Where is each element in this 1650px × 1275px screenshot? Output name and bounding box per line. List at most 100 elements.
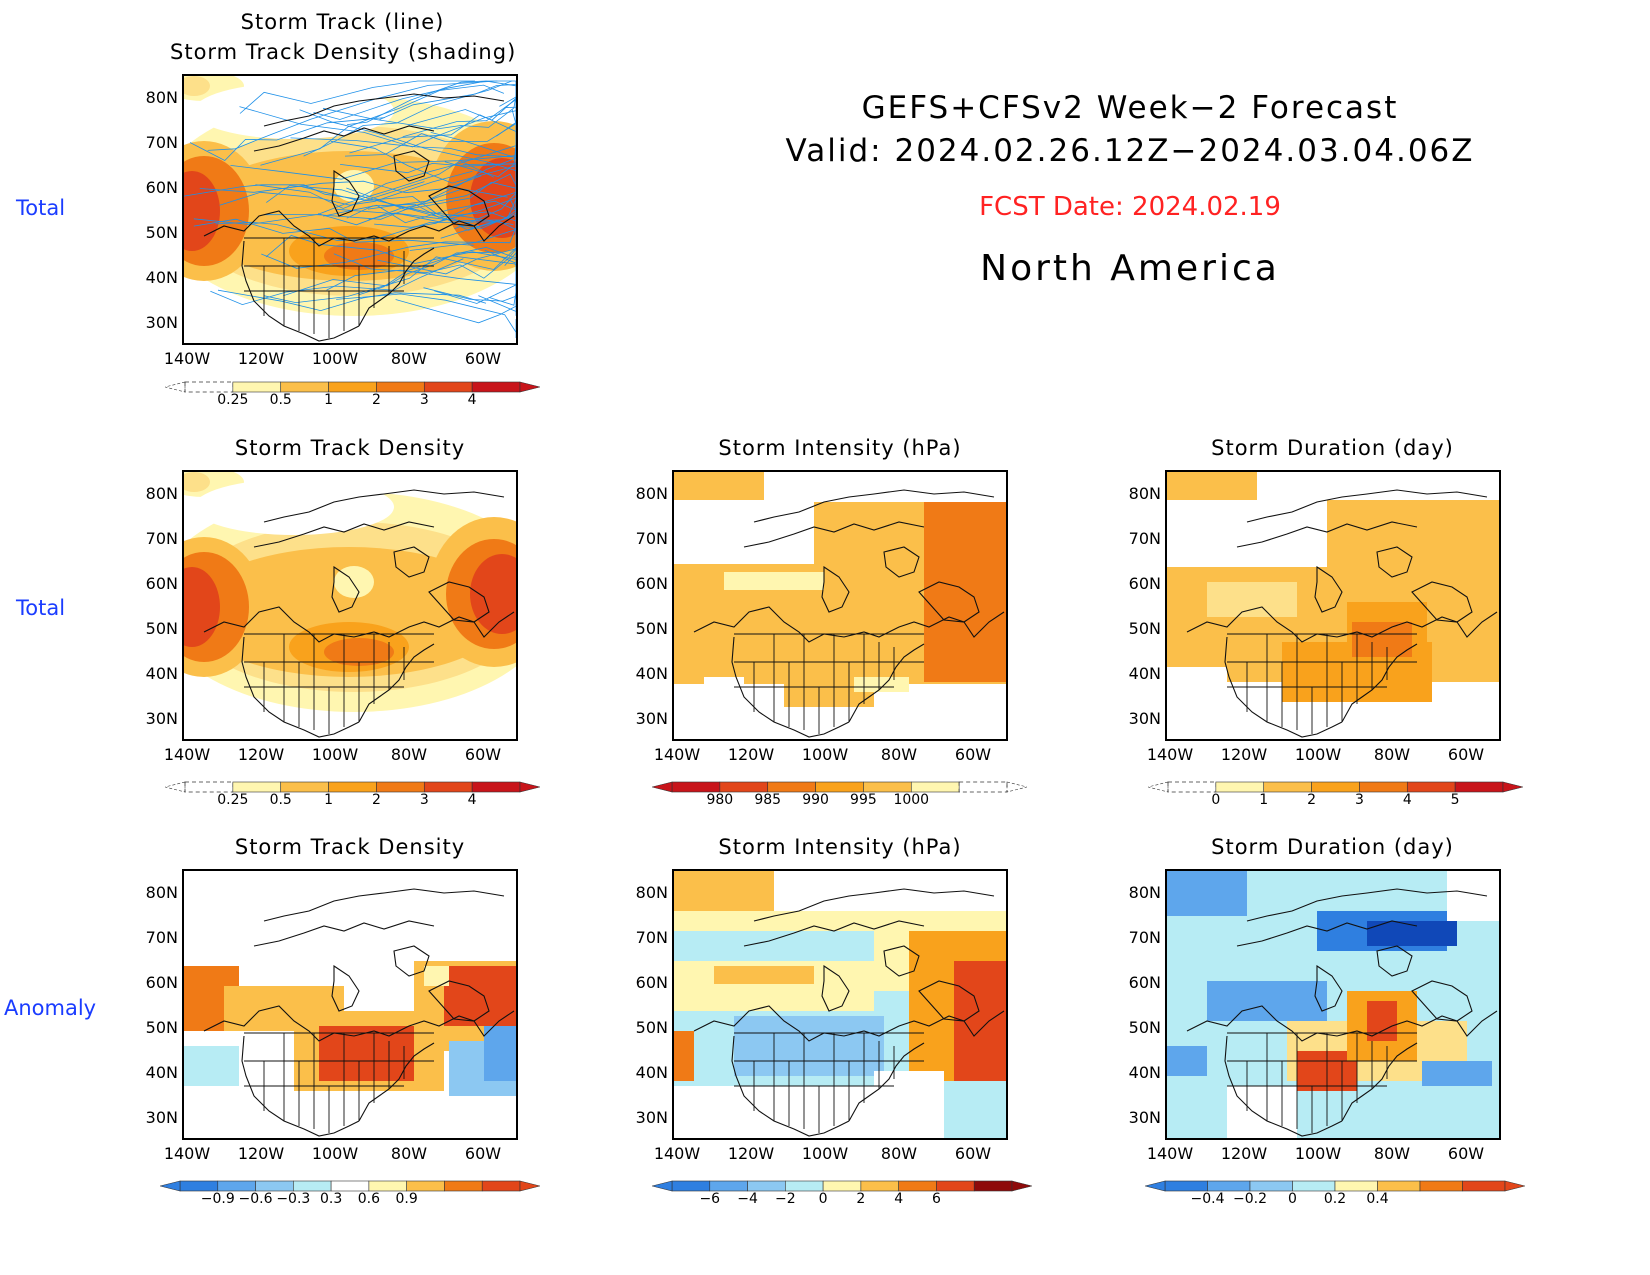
lon-tick-label: 80W [390, 349, 428, 368]
colorbar-density-anomaly: −0.9 −0.6 −0.3 0.3 0.6 0.9 [159, 1177, 541, 1211]
lon-tick-label: 140W [1146, 1144, 1194, 1163]
duration-anom-title: Storm Duration (day) [1211, 835, 1454, 859]
lat-tick-label: 50N [635, 619, 668, 638]
colorbar-tick-label: −0.3 [276, 1191, 311, 1207]
row-label-middle: Total [16, 596, 66, 620]
lat-tick-label: 80N [1128, 484, 1161, 503]
colorbar-tick-label: 6 [931, 1191, 941, 1207]
lat-tick-label: 70N [635, 928, 668, 947]
colorbar-track-density: 0.25 0.5 1 2 3 4 [164, 378, 541, 412]
map-duration-anomaly: 80N 70N 60N 50N 40N 30N 140W 120W 100W 80W 60W [1115, 869, 1511, 1180]
colorbar-tick-label: 5 [1450, 792, 1460, 808]
colorbar-tick-label: 3 [419, 792, 429, 808]
colorbar-tick-label: 0.25 [217, 792, 249, 808]
colorbar-tick-label: 4 [894, 1191, 904, 1207]
lat-tick-label: 70N [145, 529, 178, 548]
lon-tick-label: 100W [311, 745, 359, 764]
map-frame [182, 470, 518, 741]
lat-tick-label: 30N [1128, 1108, 1161, 1127]
lat-tick-label: 50N [1128, 1018, 1161, 1037]
colorbar-tick-label: 0.2 [1323, 1191, 1347, 1207]
map-field [1167, 871, 1499, 1138]
lat-tick-label: 50N [145, 223, 178, 242]
map-storm-track: 80N 70N 60N 50N 40N 30N 140W 120W 100W 80W 60W [132, 74, 528, 385]
colorbar-tick-label: 2 [371, 392, 381, 408]
lat-tick-label: 50N [1128, 619, 1161, 638]
colorbar-duration: 0 1 2 3 4 5 [1147, 778, 1524, 812]
colorbar-density: 0.25 0.5 1 2 3 4 [164, 778, 541, 812]
colorbar-swatches [159, 1180, 541, 1192]
duration-total-title: Storm Duration (day) [1211, 436, 1454, 460]
lat-tick-label: 30N [145, 1108, 178, 1127]
lon-tick-label: 80W [390, 1144, 428, 1163]
lon-tick-label: 120W [237, 1144, 285, 1163]
lon-tick-label: 60W [954, 1144, 992, 1163]
colorbar-tick-label: −2 [775, 1191, 796, 1207]
lon-tick-label: 100W [311, 1144, 359, 1163]
colorbar-tick-label: 4 [1402, 792, 1412, 808]
colorbar-tick-label: −4 [737, 1191, 758, 1207]
map-field [674, 472, 1006, 739]
lon-tick-label: 60W [464, 745, 502, 764]
density-anom-title: Storm Track Density [234, 835, 466, 859]
colorbar-tick-label: 0.9 [395, 1191, 418, 1207]
lat-tick-label: 30N [145, 313, 178, 332]
colorbar-tick-label: 0.5 [269, 392, 292, 408]
lon-tick-label: 100W [801, 745, 849, 764]
map-frame [672, 869, 1008, 1140]
lat-tick-label: 60N [1128, 574, 1161, 593]
lon-tick-label: 60W [1447, 1144, 1485, 1163]
lat-tick-label: 80N [635, 484, 668, 503]
map-frame [182, 869, 518, 1140]
lon-tick-label: 80W [390, 745, 428, 764]
lon-tick-label: 120W [1220, 745, 1268, 764]
valid-period: Valid: 2024.02.26.12Z−2024.03.04.06Z [785, 133, 1475, 169]
lat-tick-label: 70N [635, 529, 668, 548]
row-label-top: Total [16, 196, 66, 220]
lon-tick-label: 140W [653, 745, 701, 764]
colorbar-swatches [651, 1180, 1033, 1192]
map-field [184, 472, 516, 739]
forecast-title: GEFS+CFSv2 Week−2 Forecast [861, 90, 1399, 126]
lat-tick-label: 80N [145, 88, 178, 107]
lon-tick-label: 140W [653, 1144, 701, 1163]
colorbar-tick-label: 980 [706, 792, 734, 808]
colorbar-tick-label: 1000 [893, 792, 930, 808]
colorbar-tick-label: 4 [467, 792, 477, 808]
lat-tick-label: 30N [1128, 709, 1161, 728]
colorbar-tick-label: 0.6 [357, 1191, 380, 1207]
colorbar-tick-label: 3 [419, 392, 429, 408]
colorbar-tick-label: −0.2 [1233, 1191, 1267, 1207]
colorbar-tick-label: 3 [1354, 792, 1364, 808]
lat-tick-label: 70N [1128, 928, 1161, 947]
colorbar-tick-label: 4 [467, 392, 477, 408]
lat-tick-label: 60N [635, 574, 668, 593]
lat-tick-label: 50N [145, 1018, 178, 1037]
forecast-date: FCST Date: 2024.02.19 [979, 192, 1281, 222]
colorbar-tick-label: 0.25 [217, 392, 249, 408]
lon-tick-label: 60W [1447, 745, 1485, 764]
lat-tick-label: 40N [1128, 664, 1161, 683]
lat-tick-label: 40N [1128, 1063, 1161, 1082]
lat-tick-label: 60N [1128, 973, 1161, 992]
colorbar-tick-label: 990 [802, 792, 829, 808]
colorbar-tick-label: −0.4 [1190, 1191, 1225, 1207]
colorbar-tick-label: 0 [1288, 1191, 1297, 1207]
track-title-line2: Storm Track Density (shading) [170, 40, 517, 64]
lat-tick-label: 60N [635, 973, 668, 992]
lat-tick-label: 80N [145, 883, 178, 902]
colorbar-tick-label: 985 [754, 792, 782, 808]
map-intensity-total: 80N 70N 60N 50N 40N 30N 140W 120W 100W 80W 60W [622, 470, 1018, 781]
lat-tick-label: 60N [145, 574, 178, 593]
colorbar-tick-label: 1 [1259, 792, 1269, 808]
colorbar-tick-label: −6 [699, 1191, 721, 1207]
region-title: North America [980, 248, 1280, 289]
map-frame [1165, 869, 1501, 1140]
lon-tick-label: 100W [1294, 1144, 1342, 1163]
map-frame [672, 470, 1008, 741]
map-field [184, 871, 516, 1138]
colorbar-tick-label: 0 [1211, 792, 1221, 808]
lat-tick-label: 80N [635, 883, 668, 902]
map-frame [182, 74, 518, 345]
map-field [674, 871, 1006, 1138]
